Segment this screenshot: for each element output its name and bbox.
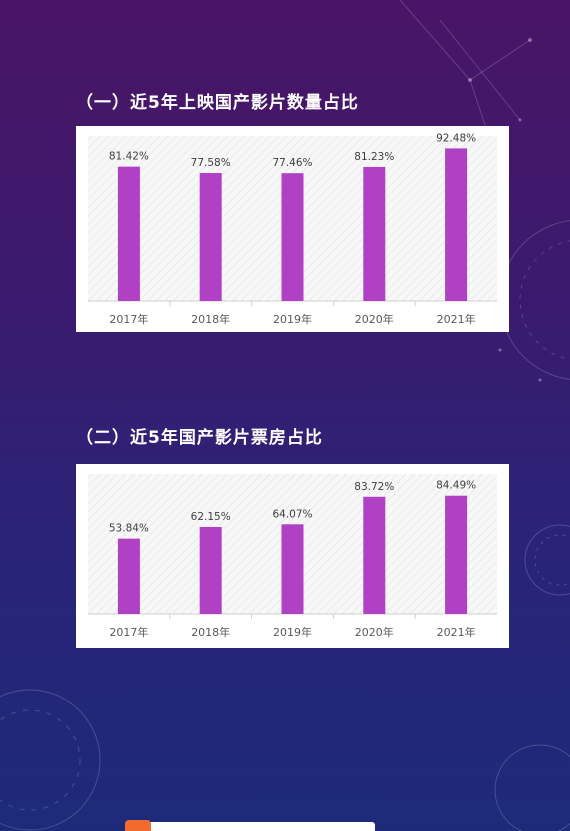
x-tick-label: 2020年 bbox=[355, 312, 394, 326]
footer-logo-icon bbox=[125, 820, 151, 831]
data-label: 62.15% bbox=[191, 511, 231, 523]
x-tick-label: 2019年 bbox=[273, 312, 312, 326]
data-label: 83.72% bbox=[354, 481, 394, 493]
chart-film-count-svg: 81.42% 2017年 77.58% 2018年 77.46% 2019年 81.23% 2… bbox=[88, 132, 497, 326]
chart-box-office-svg: 53.84% 2017年 62.15% 2018年 64.07% 2019年 83.72% 2… bbox=[88, 474, 497, 639]
x-tick-label: 2019年 bbox=[273, 625, 312, 639]
data-label: 92.48% bbox=[436, 132, 476, 144]
bar-2017年 bbox=[117, 166, 140, 301]
x-tick-label: 2017年 bbox=[109, 625, 148, 639]
data-label: 77.58% bbox=[191, 157, 231, 169]
bar-2020年 bbox=[363, 166, 386, 301]
bar-2018年 bbox=[199, 172, 222, 301]
bar-2021年 bbox=[445, 148, 468, 301]
x-tick-label: 2021年 bbox=[437, 312, 476, 326]
x-tick-label: 2018年 bbox=[191, 625, 230, 639]
bar-2020年 bbox=[363, 496, 386, 614]
x-tick-label: 2018年 bbox=[191, 312, 230, 326]
data-label: 64.07% bbox=[272, 508, 312, 520]
footer-strip bbox=[125, 822, 375, 831]
data-label: 81.23% bbox=[354, 151, 394, 163]
data-label: 53.84% bbox=[109, 523, 149, 535]
x-tick-label: 2017年 bbox=[109, 312, 148, 326]
data-label: 77.46% bbox=[272, 157, 312, 169]
section-title-film-count: （一）近5年上映国产影片数量占比 bbox=[76, 93, 359, 113]
bar-2021年 bbox=[445, 495, 468, 614]
x-tick-label: 2020年 bbox=[355, 625, 394, 639]
data-label: 81.42% bbox=[109, 151, 149, 163]
chart-film-count: 81.42% 2017年 77.58% 2018年 77.46% 2019年 81.23% 2… bbox=[76, 126, 509, 332]
data-label: 84.49% bbox=[436, 480, 476, 492]
chart-box-office: 53.84% 2017年 62.15% 2018年 64.07% 2019年 83.72% 2… bbox=[76, 464, 509, 648]
x-tick-label: 2021年 bbox=[437, 625, 476, 639]
section-title-box-office: （二）近5年国产影片票房占比 bbox=[76, 428, 323, 448]
bar-2018年 bbox=[199, 526, 222, 614]
bar-2017年 bbox=[117, 538, 140, 614]
bar-2019年 bbox=[281, 524, 304, 614]
bar-2019年 bbox=[281, 173, 304, 301]
